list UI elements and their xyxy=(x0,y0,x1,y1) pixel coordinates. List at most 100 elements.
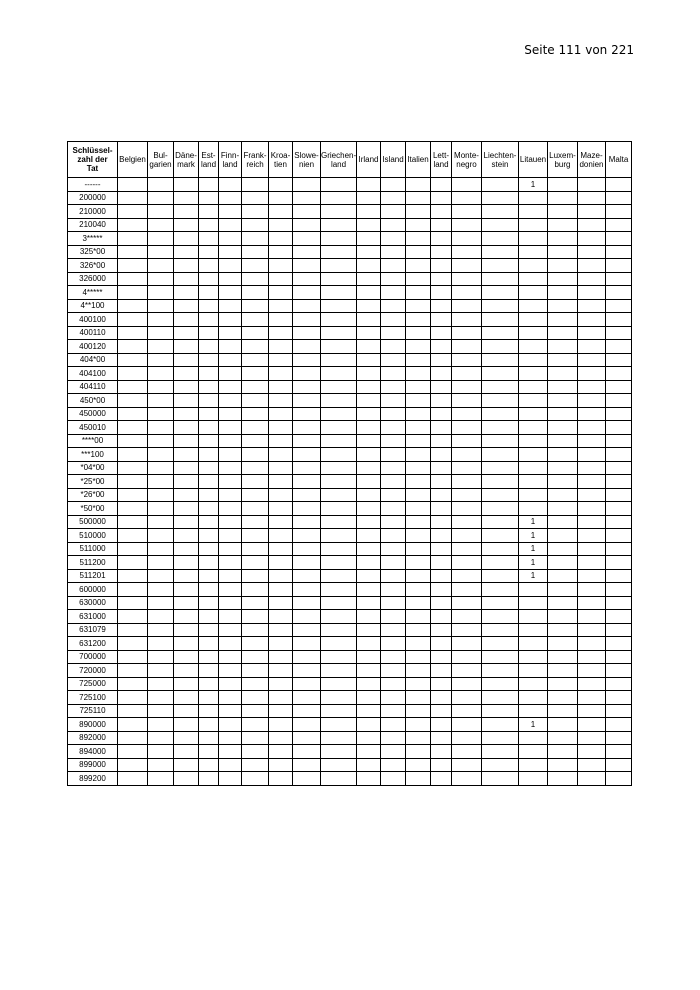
cell-dänemark xyxy=(173,258,199,273)
table-row: 511000 1 xyxy=(67,541,632,556)
cell-bulgarien xyxy=(147,690,174,705)
row-key-cell: 450000 xyxy=(67,406,118,421)
cell-italien xyxy=(405,271,431,286)
cell-lettland xyxy=(430,474,452,489)
cell-liechtenstein xyxy=(481,555,519,570)
cell-luxemburg xyxy=(547,703,578,718)
cell-belgien xyxy=(117,649,148,664)
cell-liechtenstein xyxy=(481,582,519,597)
row-key-cell: 4**100 xyxy=(67,298,118,313)
cell-litauen: 1 xyxy=(518,177,548,192)
cell-frankreich xyxy=(241,717,269,732)
cell-mazedonien xyxy=(577,217,606,232)
cell-estland xyxy=(198,204,219,219)
cell-montenegro xyxy=(451,568,482,583)
cell-luxemburg xyxy=(547,676,578,691)
cell-kroatien xyxy=(268,717,293,732)
cell-lettland xyxy=(430,420,452,435)
cell-irland xyxy=(356,339,381,354)
cell-slowenien xyxy=(292,744,321,759)
cell-finnland xyxy=(218,649,242,664)
cell-finnland xyxy=(218,757,242,772)
cell-dänemark xyxy=(173,730,199,745)
cell-dänemark xyxy=(173,514,199,529)
cell-belgien xyxy=(117,730,148,745)
cell-estland xyxy=(198,744,219,759)
cell-island xyxy=(380,676,406,691)
cell-bulgarien xyxy=(147,663,174,678)
cell-irland xyxy=(356,541,381,556)
cell-frankreich xyxy=(241,298,269,313)
cell-luxemburg xyxy=(547,501,578,516)
cell-belgien xyxy=(117,447,148,462)
cell-malta xyxy=(605,379,632,394)
cell-dänemark xyxy=(173,541,199,556)
cell-malta xyxy=(605,366,632,381)
cell-belgien xyxy=(117,285,148,300)
cell-litauen xyxy=(518,204,548,219)
cell-griechenland xyxy=(320,244,357,259)
cell-estland xyxy=(198,649,219,664)
cell-belgien xyxy=(117,217,148,232)
cell-griechenland xyxy=(320,204,357,219)
cell-italien xyxy=(405,204,431,219)
cell-dänemark xyxy=(173,217,199,232)
cell-dänemark xyxy=(173,190,199,205)
cell-finnland xyxy=(218,231,242,246)
cell-estland xyxy=(198,352,219,367)
cell-bulgarien xyxy=(147,555,174,570)
cell-luxemburg xyxy=(547,622,578,637)
cell-dänemark xyxy=(173,447,199,462)
cell-frankreich xyxy=(241,528,269,543)
cell-litauen xyxy=(518,730,548,745)
cell-estland xyxy=(198,568,219,583)
cell-island xyxy=(380,325,406,340)
cell-lettland xyxy=(430,339,452,354)
cell-island xyxy=(380,730,406,745)
cell-frankreich xyxy=(241,433,269,448)
cell-dänemark xyxy=(173,379,199,394)
cell-luxemburg xyxy=(547,541,578,556)
cell-kroatien xyxy=(268,622,293,637)
cell-kroatien xyxy=(268,636,293,651)
cell-montenegro xyxy=(451,622,482,637)
cell-italien xyxy=(405,636,431,651)
row-key-cell: 326000 xyxy=(67,271,118,286)
cell-malta xyxy=(605,204,632,219)
table-row: 892000 xyxy=(67,730,632,745)
cell-irland xyxy=(356,460,381,475)
cell-finnland xyxy=(218,690,242,705)
cell-irland xyxy=(356,757,381,772)
cell-irland xyxy=(356,703,381,718)
cell-litauen xyxy=(518,622,548,637)
row-key-cell: 600000 xyxy=(67,582,118,597)
row-key-cell: 700000 xyxy=(67,649,118,664)
cell-italien xyxy=(405,757,431,772)
cell-litauen xyxy=(518,393,548,408)
table-row: 631000 xyxy=(67,609,632,624)
cell-griechenland xyxy=(320,285,357,300)
cell-litauen xyxy=(518,406,548,421)
table-row: 326*00 xyxy=(67,258,632,273)
cell-luxemburg xyxy=(547,757,578,772)
row-key-cell: 450*00 xyxy=(67,393,118,408)
cell-finnland xyxy=(218,595,242,610)
table-row: 894000 xyxy=(67,744,632,759)
cell-slowenien xyxy=(292,352,321,367)
table-row: 725100 xyxy=(67,690,632,705)
cell-estland xyxy=(198,676,219,691)
cell-frankreich xyxy=(241,231,269,246)
cell-estland xyxy=(198,622,219,637)
cell-malta xyxy=(605,177,632,192)
cell-belgien xyxy=(117,379,148,394)
cell-island xyxy=(380,528,406,543)
cell-estland xyxy=(198,528,219,543)
column-header-irland: Irland xyxy=(356,141,381,178)
cell-dänemark xyxy=(173,433,199,448)
cell-liechtenstein xyxy=(481,244,519,259)
cell-dänemark xyxy=(173,325,199,340)
cell-malta xyxy=(605,352,632,367)
cell-montenegro xyxy=(451,528,482,543)
cell-belgien xyxy=(117,676,148,691)
cell-irland xyxy=(356,312,381,327)
